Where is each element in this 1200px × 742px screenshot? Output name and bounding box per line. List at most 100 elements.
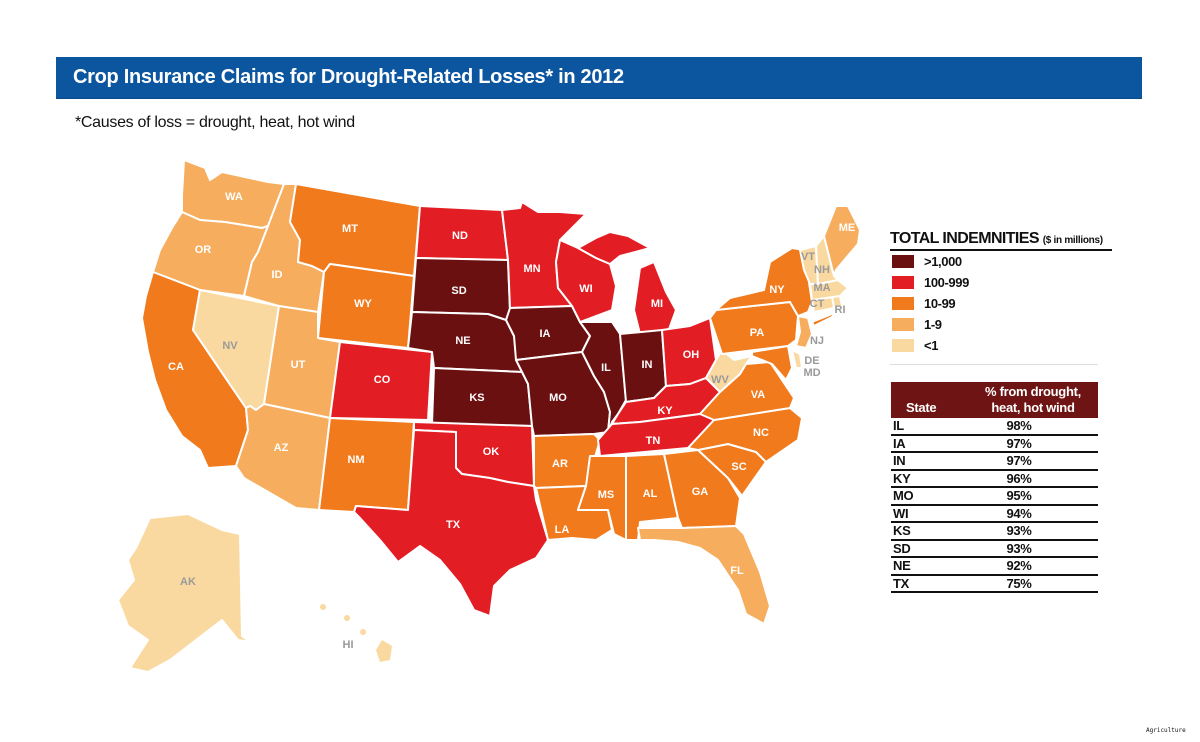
table-row: IA 97% bbox=[891, 434, 1098, 453]
label-WI: WI bbox=[579, 283, 592, 295]
label-NE: NE bbox=[455, 335, 470, 347]
legend-item: 100-999 bbox=[890, 272, 1112, 293]
table-row: TX 75% bbox=[891, 574, 1098, 593]
cell-pct: 94% bbox=[968, 504, 1098, 523]
table-row: MO 95% bbox=[891, 487, 1098, 506]
legend-divider bbox=[890, 364, 1098, 365]
state-HI[interactable] bbox=[320, 604, 392, 662]
cell-state: TX bbox=[891, 574, 968, 593]
cell-pct: 95% bbox=[968, 487, 1098, 506]
label-ID: ID bbox=[272, 269, 283, 281]
label-AL: AL bbox=[643, 488, 658, 500]
legend: TOTAL INDEMNITIES ($ in millions) >1,000… bbox=[890, 230, 1112, 365]
label-ME: ME bbox=[839, 222, 856, 234]
state-MI[interactable] bbox=[633, 261, 677, 335]
state-CO[interactable] bbox=[329, 341, 433, 421]
legend-item: 1-9 bbox=[890, 314, 1112, 335]
label-MS: MS bbox=[598, 489, 615, 501]
legend-item: <1 bbox=[890, 335, 1112, 356]
label-TN: TN bbox=[646, 435, 661, 447]
state-AZ[interactable] bbox=[235, 403, 331, 511]
cell-state: NE bbox=[891, 557, 968, 576]
long-island bbox=[811, 313, 835, 327]
cell-state: IN bbox=[891, 452, 968, 471]
state-ME[interactable] bbox=[823, 205, 861, 277]
label-OR: OR bbox=[195, 244, 212, 256]
state-NY[interactable] bbox=[715, 247, 813, 317]
lake-michigan bbox=[618, 258, 640, 318]
label-NH: NH bbox=[814, 264, 830, 276]
cell-pct: 93% bbox=[968, 539, 1098, 558]
label-LA: LA bbox=[555, 524, 570, 536]
legend-swatch-lt-1 bbox=[892, 339, 914, 352]
label-AZ: AZ bbox=[274, 442, 289, 454]
cell-pct: 92% bbox=[968, 557, 1098, 576]
drought-percentage-table: State % from drought, heat, hot wind IL 9… bbox=[891, 382, 1098, 593]
state-DE[interactable] bbox=[791, 349, 803, 369]
legend-swatch-100-999 bbox=[892, 276, 914, 289]
legend-label: <1 bbox=[924, 338, 939, 353]
legend-swatch-10-99 bbox=[892, 297, 914, 310]
legend-label: >1,000 bbox=[924, 254, 962, 269]
label-SD: SD bbox=[451, 285, 466, 297]
legend-title: TOTAL INDEMNITIES ($ in millions) bbox=[890, 230, 1112, 251]
label-VA: VA bbox=[751, 389, 766, 401]
label-CT: CT bbox=[810, 298, 825, 310]
label-OH: OH bbox=[683, 349, 700, 361]
label-MN: MN bbox=[523, 263, 540, 275]
cell-state: KY bbox=[891, 469, 968, 488]
state-WY[interactable] bbox=[317, 263, 415, 349]
table-header-pct-line2: heat, hot wind bbox=[991, 400, 1075, 415]
label-DE: DE bbox=[804, 355, 819, 367]
label-IL: IL bbox=[601, 362, 611, 374]
state-AK[interactable] bbox=[117, 513, 251, 673]
title-bar: Crop Insurance Claims for Drought-Relate… bbox=[56, 57, 1142, 99]
state-TX[interactable] bbox=[353, 429, 549, 617]
legend-unit: ($ in millions) bbox=[1042, 235, 1103, 246]
label-HI: HI bbox=[343, 639, 354, 651]
label-WA: WA bbox=[225, 191, 243, 203]
state-NM[interactable] bbox=[318, 417, 415, 513]
label-IA: IA bbox=[540, 328, 551, 340]
table-row: SD 93% bbox=[891, 539, 1098, 558]
state-VT[interactable] bbox=[799, 245, 819, 285]
table-row: IN 97% bbox=[891, 452, 1098, 471]
footnote: *Causes of loss = drought, heat, hot win… bbox=[75, 114, 355, 131]
state-NJ[interactable] bbox=[795, 315, 813, 349]
label-NJ: NJ bbox=[810, 335, 824, 347]
legend-label: 10-99 bbox=[924, 296, 956, 311]
state-FL[interactable] bbox=[637, 525, 771, 625]
label-WV: WV bbox=[711, 374, 729, 386]
cell-pct: 97% bbox=[968, 452, 1098, 471]
state-MI-UP[interactable] bbox=[577, 231, 651, 265]
cell-pct: 93% bbox=[968, 522, 1098, 541]
label-AR: AR bbox=[552, 458, 568, 470]
cell-state: IA bbox=[891, 434, 968, 453]
legend-item: >1,000 bbox=[890, 251, 1112, 272]
label-MD: MD bbox=[803, 367, 820, 379]
label-ND: ND bbox=[452, 230, 468, 242]
cell-pct: 97% bbox=[968, 434, 1098, 453]
label-FL: FL bbox=[730, 565, 744, 577]
label-IN: IN bbox=[642, 359, 653, 371]
label-GA: GA bbox=[692, 486, 709, 498]
legend-swatch-1-9 bbox=[892, 318, 914, 331]
label-NY: NY bbox=[769, 284, 785, 296]
legend-item: 10-99 bbox=[890, 293, 1112, 314]
label-OK: OK bbox=[483, 446, 500, 458]
label-KY: KY bbox=[657, 405, 673, 417]
state-MD[interactable] bbox=[751, 345, 793, 381]
label-RI: RI bbox=[835, 304, 846, 316]
cell-state: IL bbox=[891, 418, 968, 436]
cell-state: WI bbox=[891, 504, 968, 523]
table-header-pct: % from drought, heat, hot wind bbox=[968, 382, 1098, 418]
label-CO: CO bbox=[374, 374, 391, 386]
table-header-pct-line1: % from drought, bbox=[985, 384, 1081, 399]
label-KS: KS bbox=[469, 392, 484, 404]
page-title: Crop Insurance Claims for Drought-Relate… bbox=[73, 66, 624, 88]
table-row: NE 92% bbox=[891, 557, 1098, 576]
table-row: IL 98% bbox=[891, 418, 1098, 436]
label-UT: UT bbox=[291, 359, 306, 371]
cell-pct: 98% bbox=[968, 418, 1098, 436]
table-header-state: State bbox=[891, 382, 968, 418]
